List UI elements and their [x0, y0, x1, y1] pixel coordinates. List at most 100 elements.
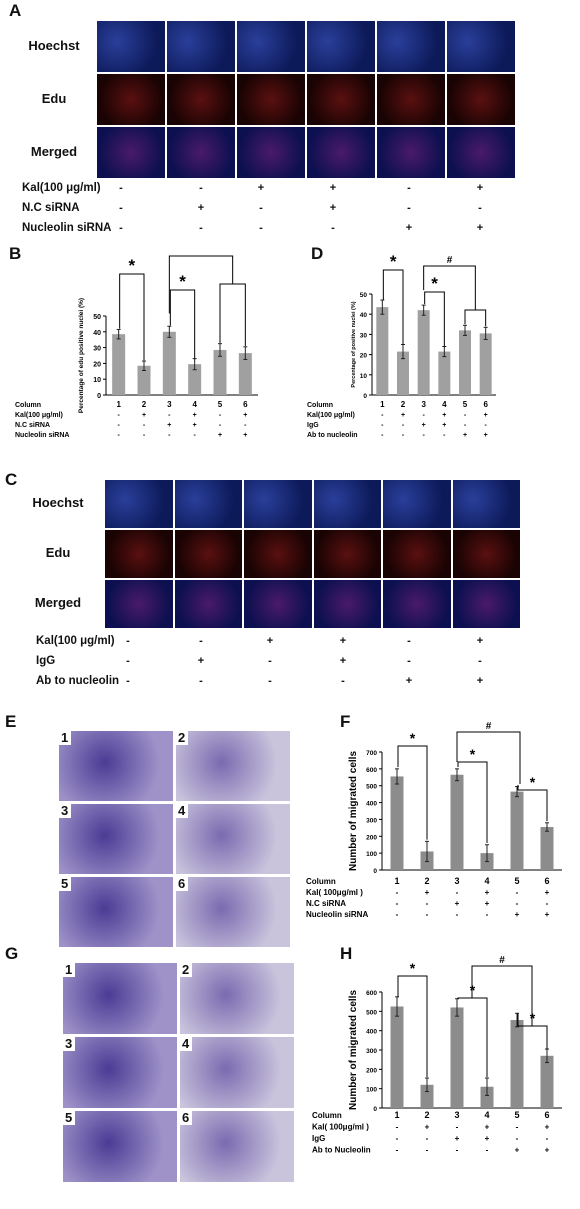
condition-value: + — [545, 888, 550, 897]
condition-value: - — [259, 202, 263, 214]
bar-5 — [213, 349, 227, 395]
condition-value: - — [407, 202, 411, 214]
migration-image — [179, 962, 295, 1035]
row-label-edu: Edu — [45, 545, 71, 560]
chart-f: 0 100 200 300 400 500 600 700 Number of migrated… — [306, 721, 562, 919]
fluorescence-tile — [243, 479, 313, 529]
y-tick-label: 100 — [366, 1087, 377, 1094]
condition-value: - — [456, 1146, 459, 1155]
migration-image — [175, 730, 291, 802]
condition-value: - — [486, 910, 489, 919]
fluorescence-tile — [236, 73, 306, 126]
significance-bracket — [456, 731, 521, 784]
row-label-merged: Merged — [30, 143, 78, 159]
significance-bracket — [424, 291, 445, 347]
migration-image-number: 1 — [58, 730, 72, 745]
fluorescence-tile — [306, 20, 376, 73]
condition-value: - — [443, 432, 446, 439]
y-tick-label: 0 — [373, 868, 377, 875]
condition-value: - — [244, 422, 247, 429]
bar-6 — [540, 827, 554, 870]
bar-4 — [480, 1086, 494, 1108]
condition-value: - — [426, 910, 429, 919]
condition-value: + — [476, 675, 484, 687]
condition-value: + — [425, 888, 430, 897]
y-tick-label: 200 — [366, 1067, 377, 1074]
condition-label: Nucleolin siRNA — [22, 222, 112, 234]
significance-mark: * — [470, 746, 476, 762]
condition-value: - — [117, 432, 120, 439]
condition-value: - — [199, 182, 203, 194]
condition-value: + — [218, 432, 222, 439]
condition-value: - — [219, 412, 222, 419]
condition-value: 1 — [380, 400, 385, 409]
condition-value: + — [442, 422, 446, 429]
condition-value: - — [456, 910, 459, 919]
fluorescence-tile — [104, 579, 174, 629]
condition-value: - — [117, 422, 120, 429]
condition-value: + — [243, 432, 247, 439]
condition-label: Kal(100 μg/ml) — [307, 412, 355, 419]
migration-image — [179, 1110, 295, 1183]
panel-label-f: F — [340, 712, 351, 731]
condition-value: - — [331, 222, 335, 234]
fluorescence-tile — [312, 479, 382, 529]
migration-image-number: 5 — [58, 876, 72, 891]
condition-value: 6 — [544, 876, 549, 886]
fluorescence-tile — [312, 579, 382, 629]
y-tick-label: 100 — [366, 851, 377, 858]
significance-bracket — [169, 289, 196, 359]
condition-label: Kal(100 μg/ml) — [22, 182, 101, 194]
y-tick-label: 400 — [366, 1029, 377, 1036]
bar-3 — [162, 331, 176, 395]
condition-value: - — [402, 422, 405, 429]
condition-value: + — [266, 635, 274, 647]
condition-value: - — [546, 1134, 549, 1143]
significance-mark: * — [410, 960, 416, 976]
condition-value: + — [463, 432, 467, 439]
fluorescence-tile — [166, 20, 236, 73]
condition-value: + — [422, 422, 426, 429]
y-tick-label: 600 — [366, 767, 377, 774]
condition-label: IgG — [36, 655, 56, 667]
condition-value: - — [199, 635, 203, 647]
condition-label: N.C siRNA — [306, 899, 346, 908]
bar-5 — [459, 330, 471, 395]
condition-value: - — [478, 655, 482, 667]
fluorescence-tile — [312, 529, 382, 579]
migration-image — [62, 962, 178, 1035]
migration-image-number: 4 — [179, 1036, 193, 1051]
significance-bracket — [382, 269, 404, 345]
y-tick-label: 20 — [360, 353, 368, 360]
fluorescence-tile — [96, 126, 166, 179]
panel-label-b: B — [9, 244, 22, 263]
y-axis-label: Percentage of positive nuclei (%) — [351, 301, 357, 387]
condition-value: + — [339, 655, 347, 667]
significance-mark: # — [198, 254, 204, 256]
condition-label: IgG — [312, 1134, 325, 1143]
condition-value: + — [476, 635, 484, 647]
bar-1 — [390, 776, 404, 870]
chart-h: 0 100 200 300 400 500 600 Number of migrated ce… — [312, 955, 562, 1155]
condition-label: Nucleolin siRNA — [306, 910, 368, 919]
fluorescence-tile — [104, 479, 174, 529]
condition-value: + — [442, 412, 446, 419]
y-tick-label: 400 — [366, 801, 377, 808]
condition-value: + — [401, 412, 405, 419]
migration-image — [175, 876, 291, 948]
condition-value: 4 — [484, 876, 489, 886]
migration-image-number: 3 — [62, 1036, 76, 1051]
bar-6 — [238, 353, 252, 395]
y-tick-label: 500 — [366, 1009, 377, 1016]
significance-mark: * — [179, 272, 186, 291]
condition-label: N.C siRNA — [15, 422, 50, 429]
condition-value: - — [268, 675, 272, 687]
condition-value: 1 — [116, 400, 121, 409]
condition-value: - — [126, 655, 130, 667]
condition-value: - — [168, 412, 171, 419]
condition-value: + — [484, 432, 488, 439]
condition-value: - — [396, 899, 399, 908]
panel-label-d: D — [311, 244, 324, 263]
bar-3 — [417, 310, 430, 395]
condition-value: - — [426, 1146, 429, 1155]
